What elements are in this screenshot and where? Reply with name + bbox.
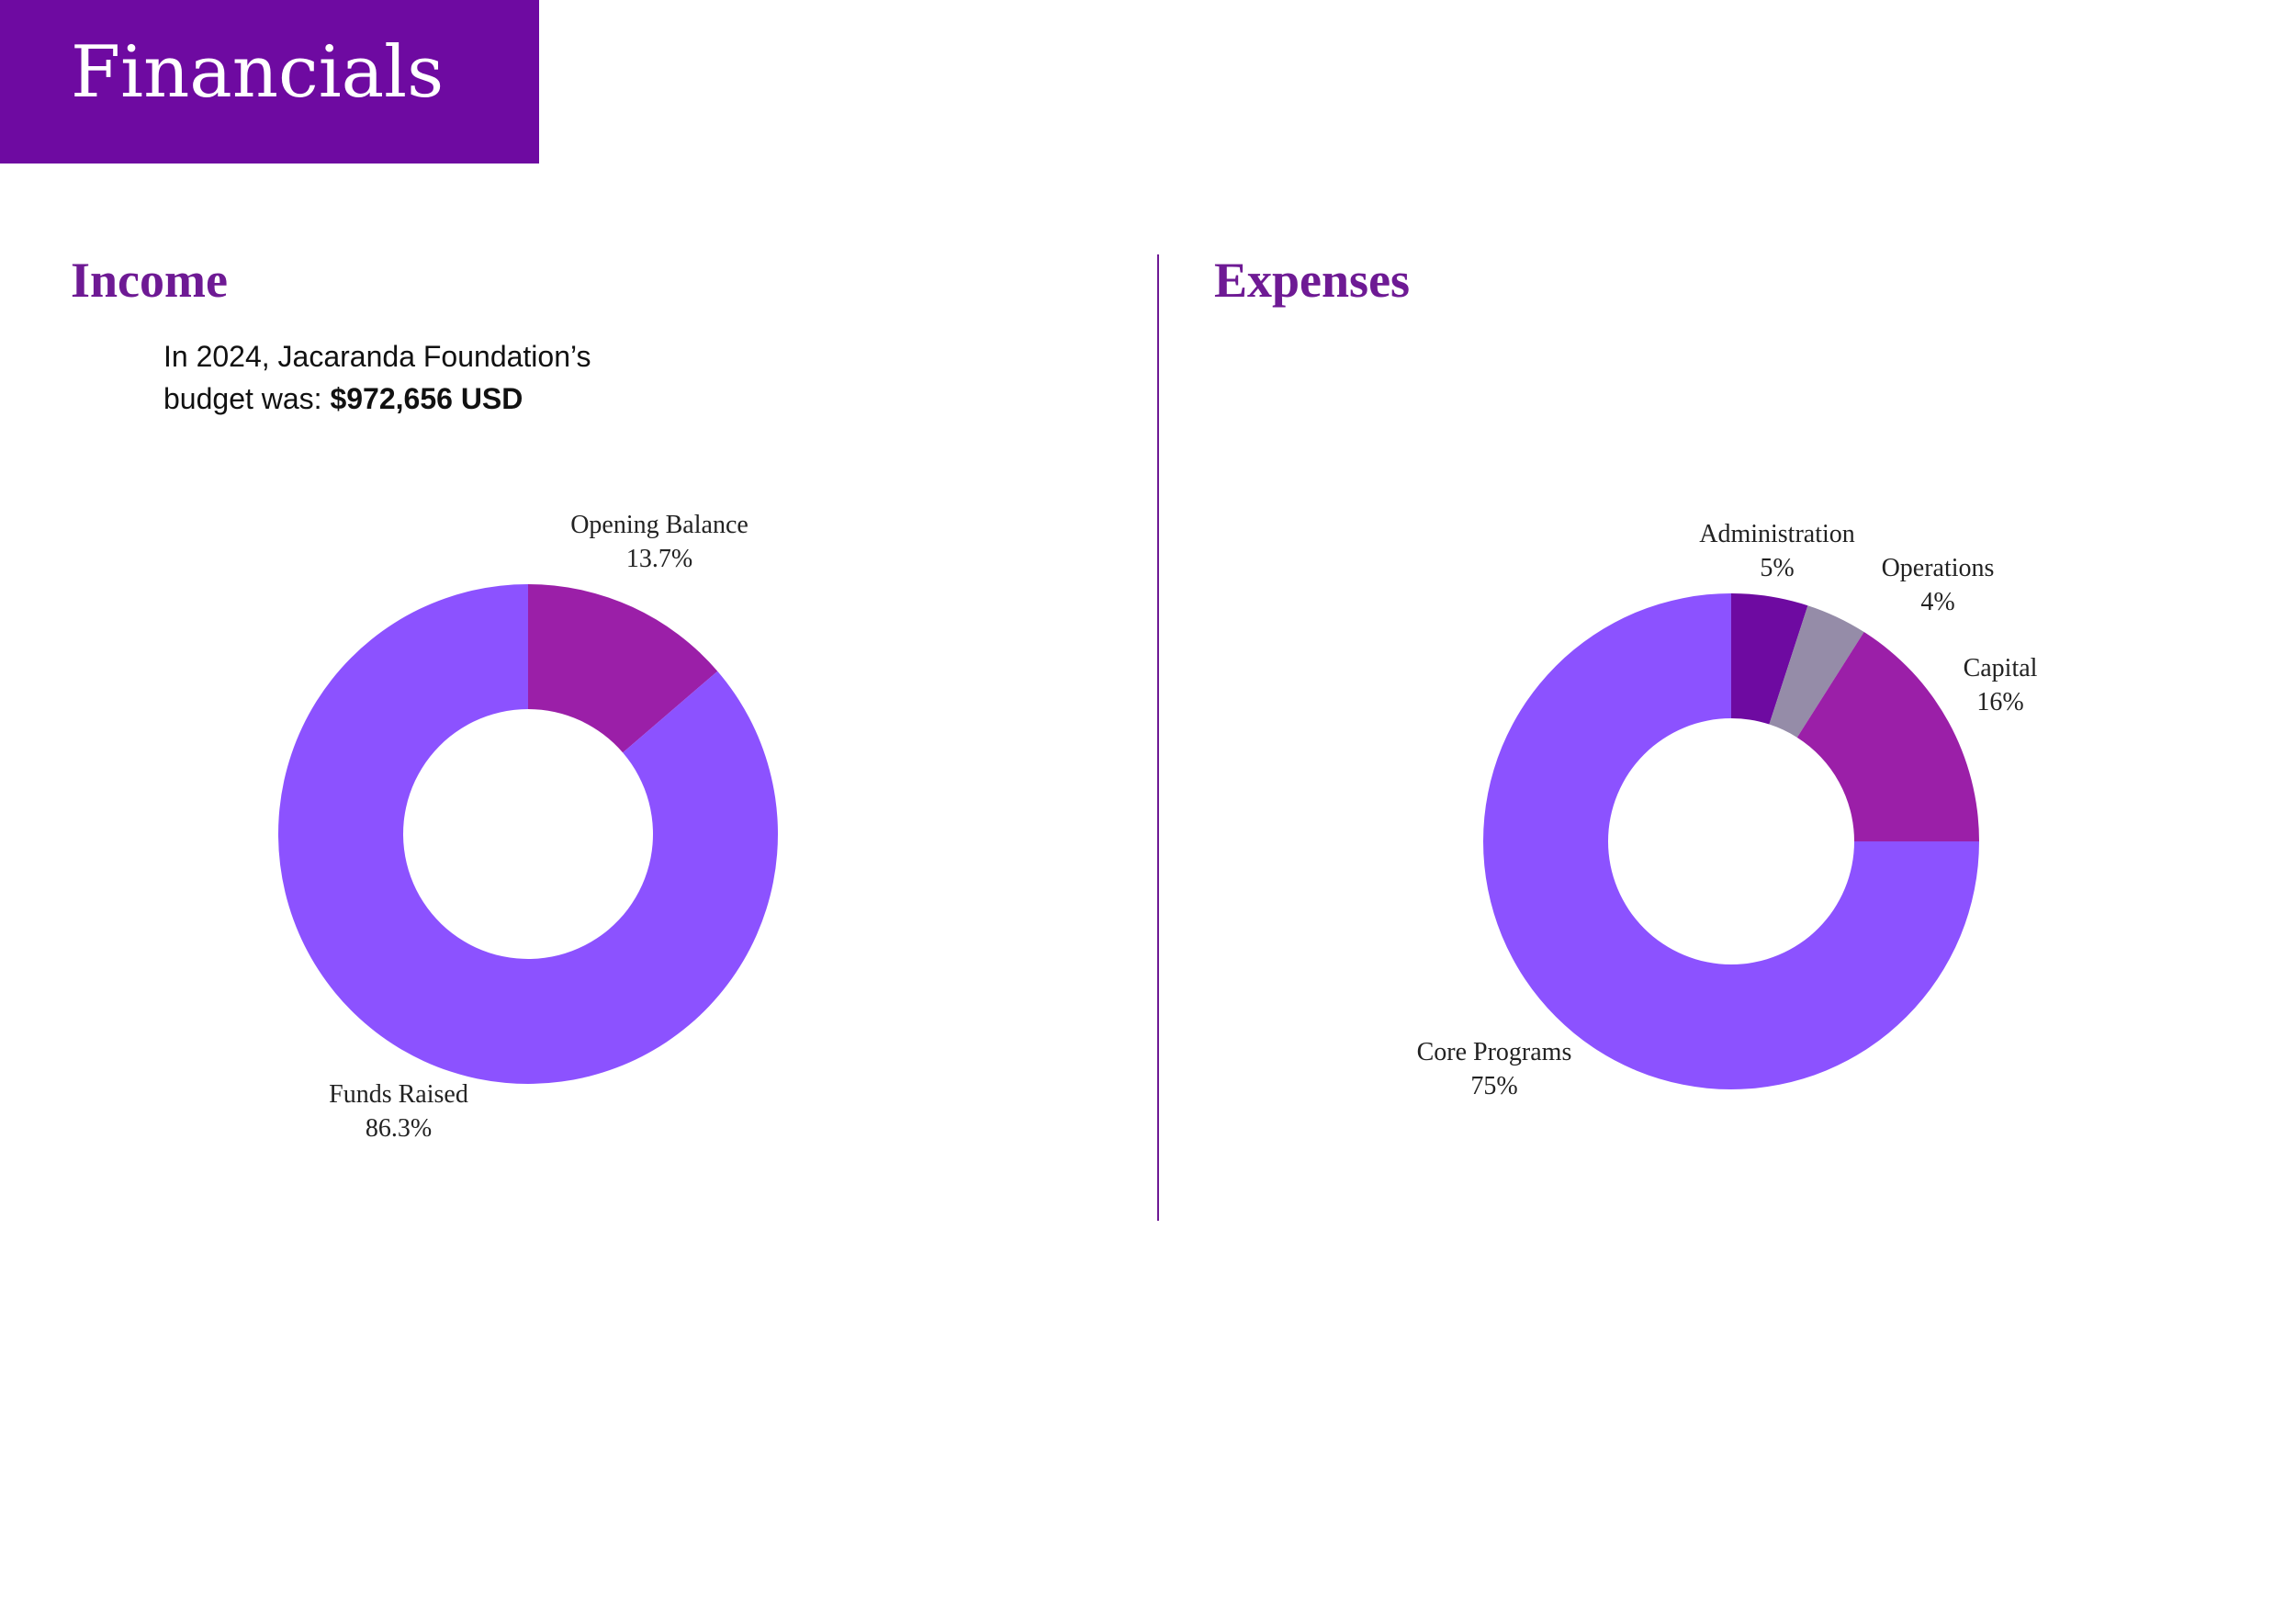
- budget-statement: In 2024, Jacaranda Foundation’s budget w…: [163, 335, 591, 420]
- budget-amount: $972,656 USD: [330, 382, 523, 415]
- slice-value-funds-raised: 86.3%: [366, 1114, 432, 1143]
- slice-label-opening-balance: Opening Balance: [570, 511, 748, 539]
- slice-value-operations: 4%: [1920, 588, 1954, 616]
- page-title: Financials: [71, 31, 445, 114]
- slice-administration: [1731, 593, 1808, 725]
- slice-label-administration: Administration: [1699, 520, 1855, 548]
- slice-label-funds-raised: Funds Raised: [329, 1080, 468, 1109]
- slice-label-core-programs: Core Programs: [1417, 1038, 1572, 1066]
- income-heading: Income: [71, 253, 228, 308]
- budget-line-2: budget was: $972,656 USD: [163, 378, 591, 420]
- slice-value-administration: 5%: [1760, 554, 1794, 582]
- slice-opening-balance: [528, 584, 718, 753]
- expenses-heading: Expenses: [1214, 253, 1411, 308]
- budget-line-1: In 2024, Jacaranda Foundation’s: [163, 340, 591, 373]
- title-banner: Financials: [0, 0, 539, 164]
- slice-core-programs: [1483, 593, 1979, 1089]
- slice-value-core-programs: 75%: [1470, 1072, 1517, 1100]
- slice-label-operations: Operations: [1882, 554, 1995, 582]
- slice-value-capital: 16%: [1976, 688, 2023, 716]
- slice-funds-raised: [277, 584, 778, 1084]
- slice-label-capital: Capital: [1964, 654, 2038, 682]
- slice-operations: [1769, 605, 1864, 738]
- slice-value-opening-balance: 13.7%: [626, 545, 692, 573]
- section-divider: [1157, 254, 1159, 1221]
- slice-capital: [1796, 632, 1979, 841]
- budget-prefix: budget was:: [163, 382, 322, 415]
